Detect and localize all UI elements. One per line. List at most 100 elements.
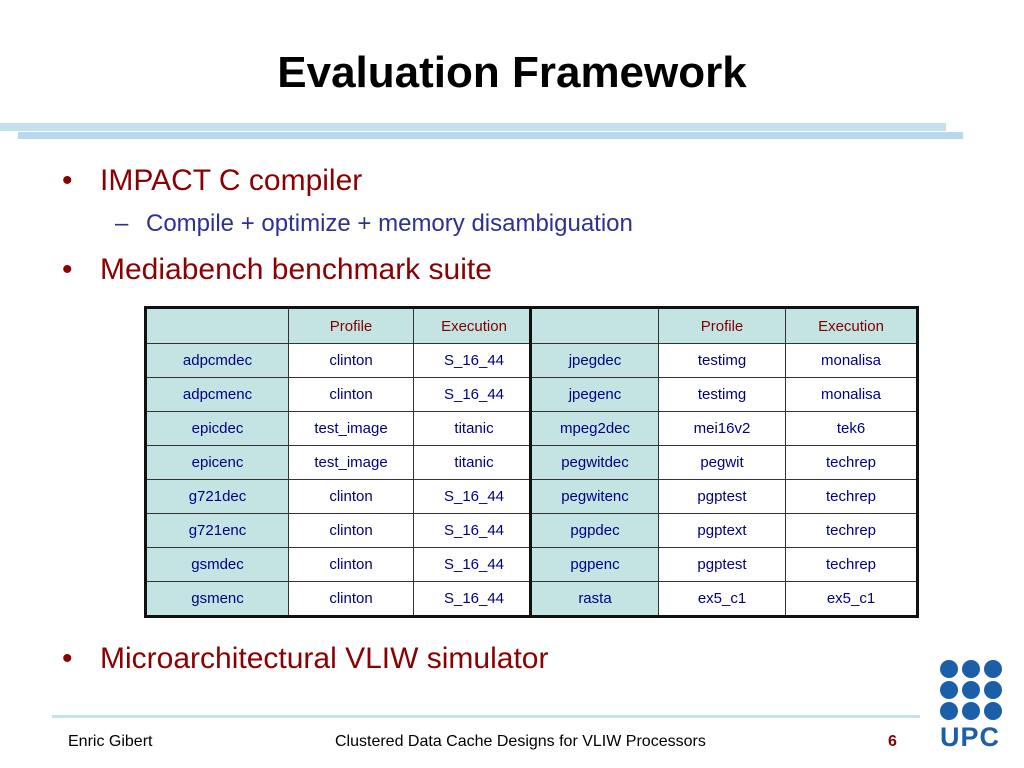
bullet: Mediabench benchmark suite	[100, 253, 492, 286]
header-cell: Execution	[785, 307, 918, 344]
table-cell: pgpenc	[530, 547, 659, 582]
table-row: jpegdec testimg monalisa	[530, 343, 918, 378]
table-cell: gsmdec	[145, 547, 289, 582]
table-cell: testimg	[658, 377, 786, 412]
table-row: pegwitenc pgptest techrep	[530, 479, 918, 514]
table-cell: clinton	[288, 513, 414, 548]
header-cell: Profile	[288, 307, 414, 344]
table-cell: test_image	[288, 445, 414, 480]
table-cell: techrep	[785, 547, 918, 582]
table-cell: mei16v2	[658, 411, 786, 446]
table-cell: pgptest	[658, 547, 786, 582]
table-cell: mpeg2dec	[530, 411, 659, 446]
table-cell: rasta	[530, 581, 659, 617]
logo-dot	[962, 681, 980, 699]
benchmark-table: Profile Execution jpegdec testimg monalisa jp…	[529, 306, 919, 618]
header-row: Profile Execution	[145, 307, 536, 344]
table-cell: gsmenc	[145, 581, 289, 617]
header-cell: Execution	[413, 307, 536, 344]
logo-dot	[940, 702, 958, 720]
table-cell: pegwitdec	[530, 445, 659, 480]
logo-text: UPC	[940, 722, 1001, 752]
table-cell: clinton	[288, 343, 414, 378]
table-cell: g721enc	[145, 513, 289, 548]
table-cell: ex5_c1	[658, 581, 786, 617]
table-row: gsmenc clinton S_16_44	[145, 581, 536, 617]
logo: UPC	[940, 660, 1006, 752]
table-cell: test_image	[288, 411, 414, 446]
table-cell: tek6	[785, 411, 918, 446]
table-cell: clinton	[288, 547, 414, 582]
table-cell: epicdec	[145, 411, 289, 446]
table-cell: g721dec	[145, 479, 289, 514]
table-cell: S_16_44	[413, 547, 536, 582]
table-row: adpcmenc clinton S_16_44	[145, 377, 536, 412]
table-cell: techrep	[785, 479, 918, 514]
logo-dot	[962, 660, 980, 678]
table-cell: clinton	[288, 479, 414, 514]
footer-rule	[52, 715, 920, 718]
header-cell: Profile	[658, 307, 786, 344]
table-row: gsmdec clinton S_16_44	[145, 547, 536, 582]
header-cell	[145, 307, 289, 344]
header-row: Profile Execution	[530, 307, 918, 344]
table-row: g721enc clinton S_16_44	[145, 513, 536, 548]
logo-dot	[940, 660, 958, 678]
table-cell: jpegenc	[530, 377, 659, 412]
slide-title: Evaluation Framework	[277, 48, 747, 97]
table-cell: S_16_44	[413, 581, 536, 617]
table-cell: pgpdec	[530, 513, 659, 548]
bullet: Microarchitectural VLIW simulator	[100, 642, 549, 675]
title-rule	[0, 123, 946, 131]
table-cell: pegwitenc	[530, 479, 659, 514]
bullet-marker: •	[62, 164, 73, 197]
table-cell: clinton	[288, 581, 414, 617]
benchmark-table: Profile Execution adpcmdec clinton S_16_44 ad…	[144, 306, 537, 618]
header-cell	[530, 307, 659, 344]
table-cell: adpcmdec	[145, 343, 289, 378]
table-cell: techrep	[785, 445, 918, 480]
table-cell: S_16_44	[413, 479, 536, 514]
table-row: g721dec clinton S_16_44	[145, 479, 536, 514]
table-cell: techrep	[785, 513, 918, 548]
logo-dot	[962, 702, 980, 720]
table-row: adpcmdec clinton S_16_44	[145, 343, 536, 378]
footer-author: Enric Gibert	[68, 733, 153, 750]
table-row: epicdec test_image titanic	[145, 411, 536, 446]
title-rule	[18, 132, 963, 139]
logo-dot	[984, 702, 1002, 720]
bullet-marker: •	[62, 253, 73, 286]
table-cell: jpegdec	[530, 343, 659, 378]
table-cell: ex5_c1	[785, 581, 918, 617]
table-row: mpeg2dec mei16v2 tek6	[530, 411, 918, 446]
table-row: pgpenc pgptest techrep	[530, 547, 918, 582]
bullet-marker: –	[115, 210, 129, 237]
table-cell: pegwit	[658, 445, 786, 480]
page-number: 6	[888, 733, 897, 750]
table-cell: S_16_44	[413, 513, 536, 548]
logo-dot	[940, 681, 958, 699]
footer-talk: Clustered Data Cache Designs for VLIW Pr…	[335, 733, 706, 750]
table-row: jpegenc testimg monalisa	[530, 377, 918, 412]
table-cell: S_16_44	[413, 377, 536, 412]
table-cell: pgptext	[658, 513, 786, 548]
table-cell: clinton	[288, 377, 414, 412]
table-row: pegwitdec pegwit techrep	[530, 445, 918, 480]
table-cell: epicenc	[145, 445, 289, 480]
sub-bullet: Compile + optimize + memory disambiguati…	[146, 210, 633, 237]
bullet: IMPACT C compiler	[100, 164, 363, 197]
table-cell: pgptest	[658, 479, 786, 514]
table-cell: monalisa	[785, 377, 918, 412]
table-cell: monalisa	[785, 343, 918, 378]
logo-dot	[984, 681, 1002, 699]
table-cell: titanic	[413, 445, 536, 480]
table-cell: titanic	[413, 411, 536, 446]
table-cell: S_16_44	[413, 343, 536, 378]
table-row: rasta ex5_c1 ex5_c1	[530, 581, 918, 617]
table-row: pgpdec pgptext techrep	[530, 513, 918, 548]
table-row: epicenc test_image titanic	[145, 445, 536, 480]
table-cell: adpcmenc	[145, 377, 289, 412]
logo-dot	[984, 660, 1002, 678]
table-cell: testimg	[658, 343, 786, 378]
